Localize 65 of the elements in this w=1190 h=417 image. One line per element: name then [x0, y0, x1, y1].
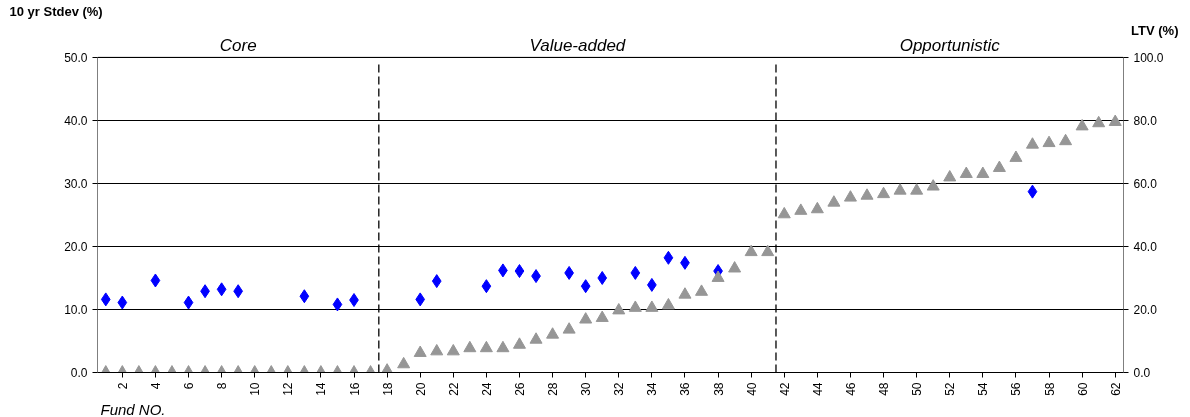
x-tick-label: 22: [446, 382, 461, 396]
x-tick-label: 38: [711, 382, 726, 396]
y-tick-label: 30.0: [64, 176, 88, 191]
x-tick-label: 2: [115, 382, 130, 390]
point: [100, 292, 111, 307]
x-tick-label: 24: [479, 382, 494, 396]
x-tick-label: 42: [777, 382, 792, 396]
x-tick-label: 8: [215, 382, 230, 390]
x-tick-label: 30: [579, 382, 594, 396]
x-tick-label: 40: [744, 382, 759, 396]
y2-tick-label: 80.0: [1133, 113, 1158, 128]
point: [481, 279, 492, 294]
y-axis-title: 10 yr Stdev (%): [9, 3, 103, 19]
text: Core: [219, 35, 257, 55]
x-tick-label: 52: [943, 382, 958, 396]
x-tick-label: 20: [413, 382, 428, 396]
point: [299, 289, 310, 304]
x-tick-label: 10: [248, 382, 263, 396]
x-tick-label: 34: [645, 382, 660, 396]
y-tick-label: 10.0: [64, 302, 88, 317]
x-tick-label: 26: [512, 382, 527, 396]
y-tick-label: 20.0: [64, 239, 88, 254]
y2-axis-title: LTV (%): [1131, 22, 1179, 38]
text: Opportunistic: [899, 35, 1001, 55]
point: [630, 265, 641, 280]
point: [332, 297, 343, 312]
x-tick-label: 60: [1075, 382, 1090, 396]
y-tick-label: 40.0: [64, 113, 88, 128]
point: [1027, 184, 1038, 199]
point: [663, 250, 674, 265]
point: [216, 282, 227, 297]
text: Value-added: [529, 35, 626, 55]
x-tick-label: 28: [546, 382, 561, 396]
x-tick-label: 36: [678, 382, 693, 396]
point: [117, 295, 128, 310]
y2-tick-label: 100.0: [1133, 50, 1164, 65]
x-tick-label: 48: [877, 382, 892, 396]
point: [597, 270, 608, 285]
y-tick-label: 0.0: [70, 366, 88, 380]
x-tick-label: 16: [347, 382, 362, 396]
x-tick-label: 46: [843, 382, 858, 396]
y2-tick-label: 0.0: [1133, 366, 1151, 380]
x-tick-label: 58: [1042, 382, 1057, 396]
x-tick-label: 44: [810, 382, 825, 396]
x-tick-label: 50: [910, 382, 925, 396]
point: [150, 273, 161, 288]
x-tick-label: 54: [976, 382, 991, 396]
x-tick-label: 12: [281, 382, 296, 396]
point: [431, 274, 442, 289]
y2-tick-label: 60.0: [1133, 176, 1158, 191]
point: [514, 264, 525, 279]
point: [415, 292, 426, 307]
point: [580, 279, 591, 294]
x-tick-label: 56: [1009, 382, 1024, 396]
x-tick-label: 32: [612, 382, 627, 396]
x-tick-label: 4: [148, 382, 163, 390]
x-tick-label: 62: [1108, 382, 1123, 396]
x-tick-label: 18: [380, 382, 395, 396]
y2-tick-label: 20.0: [1133, 302, 1158, 317]
y-tick-label: 50.0: [64, 50, 88, 65]
y2-tick-label: 40.0: [1133, 239, 1158, 254]
x-tick-label: 14: [314, 382, 329, 396]
x-axis-title: Fund NO.: [100, 400, 166, 417]
point: [183, 295, 194, 310]
x-tick-label: 6: [182, 382, 197, 390]
